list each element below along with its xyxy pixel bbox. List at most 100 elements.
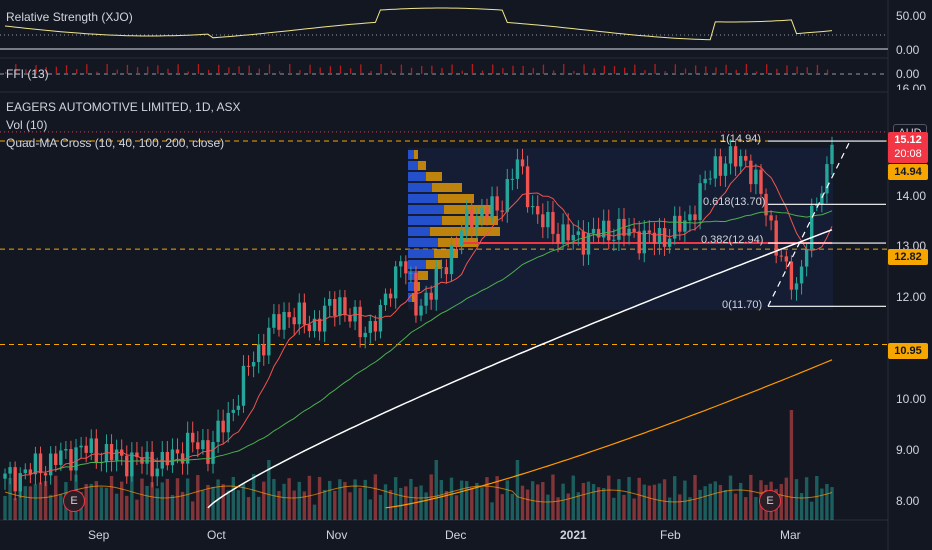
ma40-line <box>55 210 833 471</box>
candle-body <box>703 178 707 184</box>
candle-body <box>825 164 829 194</box>
ffi-bar <box>319 67 321 74</box>
volume-bar <box>99 487 104 520</box>
candle-body <box>820 193 824 205</box>
candle-body <box>262 344 266 356</box>
candle-body <box>551 212 555 234</box>
volume-bar <box>338 479 342 520</box>
volume-profile-up <box>408 282 414 291</box>
ffi-bar <box>289 64 291 74</box>
ffi-bar <box>207 69 210 74</box>
candle-body <box>23 469 27 474</box>
candle-body <box>226 412 230 433</box>
volume-bar <box>810 501 814 520</box>
candle-body <box>155 468 159 477</box>
y-tick: 14.00 <box>896 189 927 203</box>
fib-label-1: 1(14.94) <box>720 133 761 145</box>
earnings-marker[interactable]: E <box>63 490 85 512</box>
candle-body <box>236 405 241 410</box>
volume-bar <box>388 489 393 520</box>
earnings-marker[interactable]: E <box>759 490 781 512</box>
volume-bar <box>657 483 662 520</box>
ffi-bar <box>471 64 474 74</box>
ffi-bar <box>695 65 697 74</box>
volume-bar <box>135 499 139 520</box>
candle-body <box>759 169 763 194</box>
volume-bar <box>546 494 550 520</box>
candle-body <box>789 261 794 290</box>
ffi-bar <box>664 71 666 74</box>
candle-body <box>119 449 124 456</box>
ffi-bar <box>735 69 737 74</box>
ffi-indicator-label[interactable]: FFI (13) <box>6 67 49 81</box>
candle-body <box>749 160 753 185</box>
candle-body <box>637 231 641 254</box>
candle-body <box>292 317 296 325</box>
ffi-bar <box>35 65 37 74</box>
bar-countdown: 20:08 <box>894 148 922 160</box>
symbol-title: EAGERS AUTOMOTIVE LIMITED, 1D, ASX <box>6 100 241 114</box>
candle-body <box>419 305 423 316</box>
x-tick: Mar <box>780 528 801 542</box>
volume-bar <box>424 492 428 520</box>
level-tag-14-94: 14.94 <box>888 164 928 180</box>
ffi-bar <box>278 71 281 74</box>
candle-body <box>399 261 403 267</box>
volume-bar <box>409 478 413 520</box>
volume-bar <box>38 482 43 520</box>
rs-indicator-label[interactable]: Relative Strength (XJO) <box>6 10 133 24</box>
volume-bar <box>393 477 398 520</box>
ffi-bar <box>248 65 250 74</box>
volume-bar <box>754 496 758 520</box>
ffi-bar <box>238 66 240 74</box>
candle-body <box>241 365 246 406</box>
volume-bar <box>109 476 114 520</box>
ffi-bar <box>705 66 707 74</box>
ffi-bar <box>603 65 605 74</box>
volume-bar <box>601 488 606 520</box>
candle-body <box>738 156 743 167</box>
last-price-value: 15.12 <box>894 134 922 146</box>
ffi-bar <box>766 64 768 74</box>
candle-body <box>206 440 210 464</box>
volume-bar <box>525 489 530 520</box>
ffi-bar <box>431 65 433 74</box>
volume-bar <box>738 482 743 520</box>
candle-body <box>297 302 301 325</box>
candle-body <box>500 210 504 212</box>
ffi-bar <box>623 67 626 74</box>
ma200-line <box>385 359 833 509</box>
candle-body <box>475 216 479 228</box>
volume-bar <box>485 477 489 520</box>
quad-ma-indicator-label[interactable]: Quad-MA Cross (10, 40, 100, 200, close) <box>6 136 225 150</box>
candle-body <box>673 215 677 239</box>
ffi-bar <box>563 64 565 74</box>
candle-body <box>607 220 611 241</box>
candle-body <box>764 193 768 216</box>
candle-body <box>424 292 428 306</box>
volume-bar <box>779 484 783 520</box>
volume-bar <box>3 496 7 520</box>
volume-profile-up <box>408 161 418 170</box>
ma10-line <box>20 165 833 477</box>
volume-profile-down <box>426 260 442 269</box>
candle-body <box>434 267 438 300</box>
ffi-bar <box>522 65 524 74</box>
candle-body <box>449 244 454 275</box>
x-tick: Nov <box>326 528 348 542</box>
candle-body <box>165 452 170 466</box>
volume-bar <box>581 482 586 520</box>
candle-body <box>48 453 53 476</box>
ffi-bar <box>360 64 362 74</box>
volume-bar <box>820 488 824 520</box>
fib-trend-line <box>767 140 851 307</box>
volume-bar <box>586 481 591 520</box>
volume-indicator-label[interactable]: Vol (10) <box>6 118 48 132</box>
candle-body <box>69 449 73 471</box>
ffi-bar <box>76 69 78 74</box>
candle-body <box>221 420 225 433</box>
candle-body <box>368 321 373 333</box>
candle-body <box>744 156 748 161</box>
volume-bar <box>576 492 581 520</box>
